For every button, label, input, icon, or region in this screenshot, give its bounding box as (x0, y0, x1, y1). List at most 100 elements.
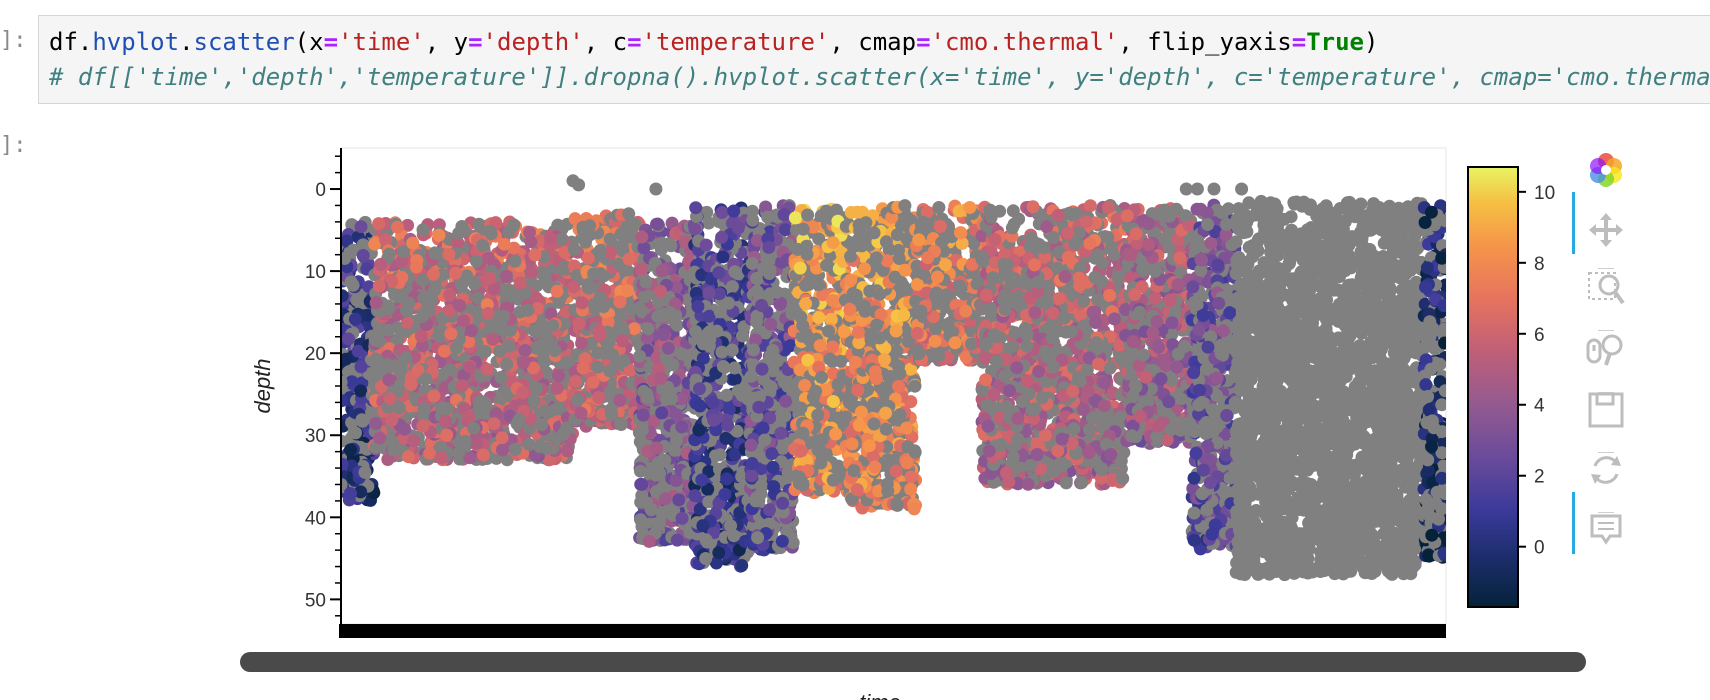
data-point (692, 382, 706, 396)
data-point (758, 433, 772, 447)
data-point (766, 460, 780, 474)
data-point (615, 334, 629, 348)
data-point (502, 339, 516, 353)
data-point (639, 275, 653, 289)
data-point (349, 426, 362, 440)
data-point (744, 438, 758, 452)
data-point (779, 394, 793, 408)
data-point (728, 265, 742, 279)
data-point (586, 375, 600, 389)
data-point (716, 250, 730, 264)
data-point (341, 375, 348, 389)
data-point (834, 354, 848, 368)
data-point (341, 352, 353, 366)
data-point (417, 402, 431, 416)
data-point (775, 534, 789, 548)
data-point (699, 238, 713, 252)
data-point (379, 233, 393, 247)
data-point (727, 204, 741, 218)
data-point (597, 269, 610, 283)
data-point (576, 361, 590, 375)
data-point (391, 220, 404, 234)
code-comment-line[interactable]: # df[['time','depth','temperature']].dro… (49, 63, 1710, 91)
input-prompt: ]: (0, 28, 27, 53)
code-token: ) (1364, 28, 1379, 56)
data-point (494, 319, 508, 333)
data-point (745, 469, 759, 483)
data-point (398, 422, 412, 436)
code-token: , cmap (829, 28, 917, 56)
data-point (452, 226, 466, 240)
data-point (801, 330, 815, 344)
data-point (669, 434, 683, 448)
data-point (561, 444, 575, 458)
data-point (414, 329, 428, 343)
code-token: = (627, 28, 642, 56)
data-point (350, 293, 364, 307)
code-line-1[interactable]: df.hvplot.scatter(x='time', y='depth', c… (49, 28, 1378, 56)
data-point (791, 242, 805, 256)
data-point (720, 472, 734, 486)
data-point (516, 356, 530, 369)
data-point (837, 325, 851, 339)
data-point (806, 390, 820, 404)
data-point (796, 426, 810, 440)
data-point (826, 340, 840, 354)
data-point (763, 503, 776, 517)
data-point (478, 396, 492, 410)
data-point (527, 324, 541, 337)
data-point (712, 546, 726, 560)
data-point (716, 360, 730, 373)
data-point (351, 344, 365, 358)
data-point (354, 360, 368, 374)
data-point (372, 217, 386, 231)
data-point (710, 324, 724, 338)
data-point (344, 487, 357, 501)
data-point (702, 286, 716, 300)
data-point (341, 289, 349, 303)
data-point (693, 399, 707, 413)
data-point (535, 418, 548, 432)
data-point (712, 266, 726, 280)
data-point (582, 281, 596, 295)
data-point (793, 261, 807, 275)
data-point (513, 276, 527, 290)
data-point (369, 417, 383, 431)
code-token: . (179, 28, 194, 56)
data-point (572, 317, 586, 331)
data-point (450, 341, 463, 355)
data-point (761, 210, 775, 224)
data-point (354, 220, 368, 234)
data-point (416, 223, 430, 237)
data-point (513, 305, 527, 319)
data-point (633, 349, 647, 363)
data-point (346, 243, 360, 257)
data-point (747, 343, 760, 357)
data-point (699, 552, 713, 565)
data-point (583, 219, 597, 233)
data-point (812, 311, 826, 325)
data-point (341, 478, 348, 491)
data-point (796, 222, 810, 236)
data-point (844, 273, 858, 287)
data-point (651, 519, 665, 532)
data-point (794, 444, 808, 458)
data-point (369, 296, 383, 310)
data-point (469, 254, 483, 268)
data-point (801, 208, 815, 222)
data-point (822, 324, 836, 338)
data-point (696, 519, 710, 533)
data-point (637, 241, 651, 255)
data-point (622, 252, 636, 266)
data-point (483, 271, 497, 285)
data-point (354, 485, 368, 499)
scatter-points (341, 174, 1446, 582)
data-point (427, 389, 441, 403)
data-point (476, 448, 490, 462)
data-point (501, 284, 514, 297)
code-cell[interactable]: df.hvplot.scatter(x='time', y='depth', c… (38, 15, 1710, 104)
data-point (404, 377, 418, 391)
data-point (341, 332, 355, 346)
data-point (373, 431, 387, 445)
